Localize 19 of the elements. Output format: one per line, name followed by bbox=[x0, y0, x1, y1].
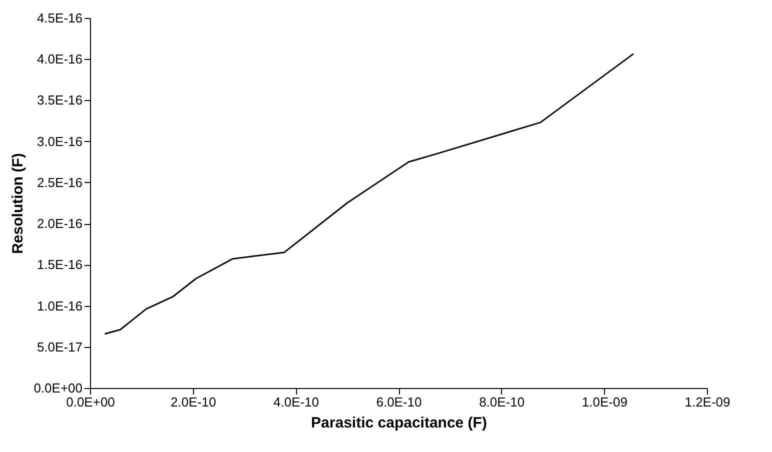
x-tick-label: 4.0E-10 bbox=[273, 394, 319, 410]
y-tick-label: 1.0E-16 bbox=[36, 298, 82, 314]
x-axis-title: Parasitic capacitance (F) bbox=[311, 414, 487, 432]
x-tick-label: 1.0E-09 bbox=[582, 394, 628, 410]
y-tick-label: 3.0E-16 bbox=[36, 134, 82, 149]
y-tick-label: 5.0E-17 bbox=[36, 339, 82, 354]
y-tick-label: 3.5E-16 bbox=[36, 92, 82, 108]
x-tick-label: 1.2E-09 bbox=[684, 394, 730, 410]
y-tick-label: 0.0E+00 bbox=[34, 380, 82, 396]
x-tick-label: 0.0E+00 bbox=[66, 394, 115, 410]
y-tick-label: 4.5E-16 bbox=[36, 10, 82, 26]
y-tick-label: 2.5E-16 bbox=[36, 174, 82, 190]
x-tick-label: 8.0E-10 bbox=[479, 394, 525, 410]
y-tick-label: 1.5E-16 bbox=[36, 257, 82, 272]
x-tick-label: 6.0E-10 bbox=[376, 394, 422, 410]
x-tick-label: 2.0E-10 bbox=[170, 394, 216, 410]
y-axis-title: Resolution (F) bbox=[10, 153, 27, 254]
y-tick-label: 4.0E-16 bbox=[36, 52, 82, 67]
y-tick-label: 2.0E-16 bbox=[36, 216, 82, 232]
